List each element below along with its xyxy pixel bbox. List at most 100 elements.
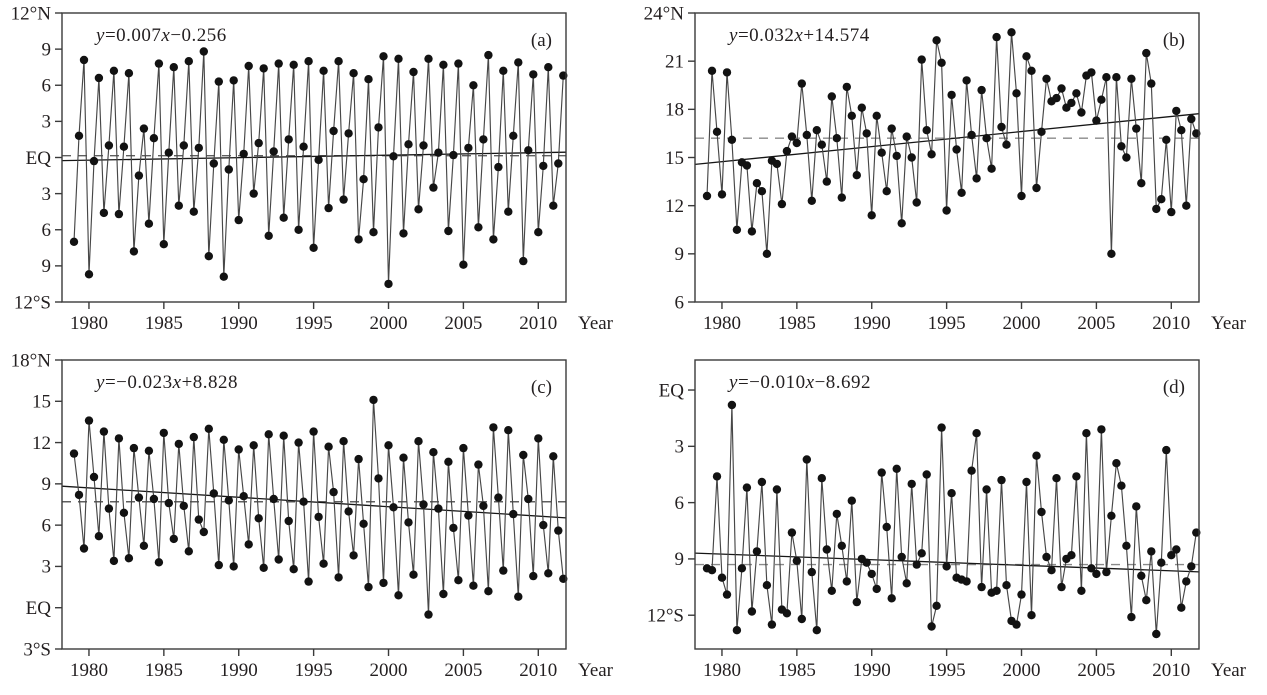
data-series-line <box>706 404 1197 635</box>
data-point <box>727 400 737 410</box>
data-point <box>1107 249 1116 258</box>
data-point <box>1167 207 1176 217</box>
data-point <box>817 140 826 149</box>
data-point <box>1132 502 1141 511</box>
data-point <box>712 472 722 481</box>
data-point <box>474 460 483 469</box>
data-point <box>842 577 851 586</box>
data-point <box>802 130 811 140</box>
data-point <box>892 151 901 161</box>
data-point <box>429 448 438 457</box>
data-point <box>1162 445 1171 455</box>
data-point <box>807 196 816 205</box>
data-point <box>394 591 403 600</box>
y-axis-tick-label: 3 <box>42 184 52 205</box>
data-point <box>1072 89 1081 98</box>
data-point <box>957 188 966 197</box>
data-point <box>274 59 283 68</box>
data-point <box>149 494 159 504</box>
x-axis-tick-label: 1990 <box>853 313 891 334</box>
data-point <box>772 159 782 169</box>
x-axis-tick-label: 2010 <box>1152 660 1190 681</box>
data-point <box>469 81 478 90</box>
x-axis-tick-label: 2000 <box>370 313 408 334</box>
y-axis-tick-label: 6 <box>42 220 52 241</box>
data-point <box>1127 74 1136 84</box>
panel-c-chart-svg: 18°N 15 12 9 6 3 EQ 3°S 1980 1985 1990 1995 2000 2005… <box>11 350 614 681</box>
y-axis-tick-label: 9 <box>675 244 685 265</box>
data-point <box>872 584 881 594</box>
data-point <box>464 511 473 520</box>
data-point <box>1067 98 1076 108</box>
x-axis-tick-label: 1980 <box>703 660 741 681</box>
data-point <box>747 607 757 616</box>
data-point <box>782 146 792 156</box>
data-point <box>732 225 742 234</box>
y-axis-tick-label: 12 <box>665 196 684 217</box>
data-point <box>449 523 458 533</box>
data-point <box>882 187 891 196</box>
x-axis-tick-label: 1980 <box>703 313 741 334</box>
x-axis-tick-label: 1995 <box>928 313 966 334</box>
data-point <box>434 148 443 157</box>
data-point <box>832 509 841 519</box>
x-axis-tick-label: 1995 <box>295 660 333 681</box>
data-point <box>259 64 268 73</box>
panel-letter-label: (b) <box>1163 30 1185 51</box>
x-axis-tick-label: 1990 <box>853 660 891 681</box>
data-point <box>1047 566 1056 575</box>
data-point <box>459 443 468 453</box>
x-axis: 1980 1985 1990 1995 2000 2005 2010 Year <box>703 302 1247 334</box>
x-axis-tick-label: 2000 <box>370 660 408 681</box>
data-point <box>1042 74 1051 84</box>
data-point <box>219 272 228 281</box>
data-point <box>349 69 358 78</box>
data-point <box>1082 429 1091 438</box>
data-point <box>947 489 956 498</box>
data-point <box>379 578 388 588</box>
data-point <box>882 522 891 532</box>
data-point <box>384 441 393 450</box>
data-point <box>792 138 801 148</box>
x-axis-tick-label: 1985 <box>145 313 183 334</box>
data-point <box>927 150 936 159</box>
data-point <box>114 434 124 443</box>
data-point <box>967 130 976 140</box>
data-point <box>374 123 383 132</box>
y-axis-tick-label: 3 <box>42 557 52 578</box>
data-point <box>852 597 861 607</box>
y-axis: 24°N 21 18 15 12 9 6 <box>644 3 695 313</box>
data-point <box>139 541 149 550</box>
data-point <box>324 442 333 451</box>
data-point <box>229 562 238 571</box>
panel-b-chart-svg: 24°N 21 18 15 12 9 6 1980 1985 1990 1995 2000 2005 20… <box>644 3 1247 334</box>
data-point <box>992 586 1001 595</box>
data-point <box>469 581 478 590</box>
data-point <box>1187 114 1196 124</box>
data-point <box>89 472 99 482</box>
data-point <box>409 570 418 579</box>
data-point <box>982 134 991 143</box>
data-point <box>747 227 757 236</box>
data-point <box>454 576 463 585</box>
data-point <box>189 207 198 216</box>
panel-d: EQ 3 6 9 12°S 1980 1985 1990 1995 2000 2005 2010 Yea… <box>633 347 1267 695</box>
data-point <box>389 503 398 512</box>
data-point <box>424 54 433 63</box>
data-point <box>359 175 368 184</box>
data-point <box>434 504 443 513</box>
data-point <box>767 620 777 629</box>
data-point <box>1057 84 1066 93</box>
data-point <box>84 416 94 425</box>
data-point <box>827 586 836 595</box>
data-point <box>164 498 173 508</box>
y-axis-tick-label: 6 <box>42 515 52 536</box>
data-point <box>244 540 253 549</box>
data-point <box>1077 108 1086 117</box>
y-axis-tick-label: 15 <box>32 392 51 413</box>
data-point <box>124 554 134 563</box>
data-point <box>832 134 841 143</box>
x-axis-tick-label: 2010 <box>519 313 557 334</box>
data-point <box>284 135 293 144</box>
data-point <box>134 171 144 180</box>
